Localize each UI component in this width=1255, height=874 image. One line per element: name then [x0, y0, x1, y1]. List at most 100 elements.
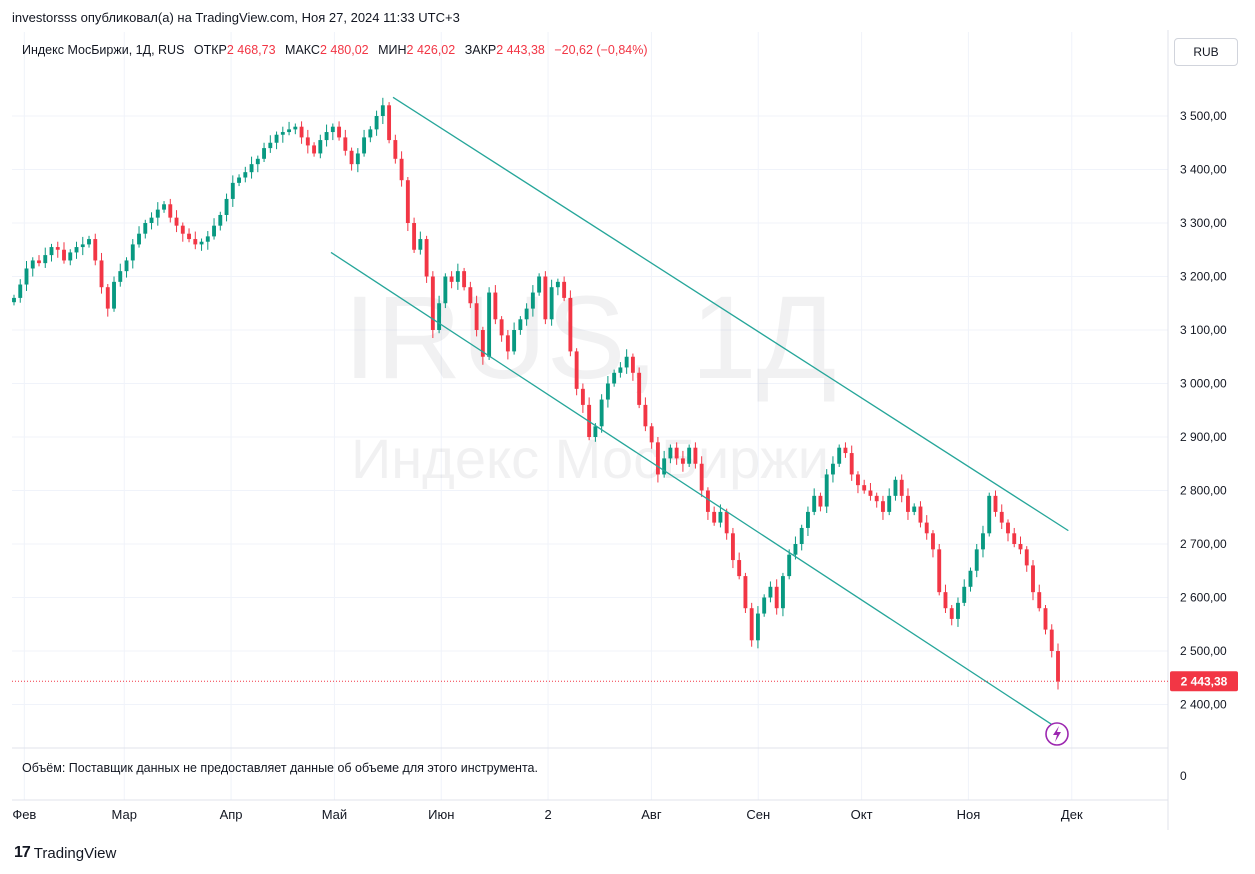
tradingview-logo-icon: 17	[14, 844, 31, 861]
candle-body	[824, 474, 829, 507]
last-price-label: 2 443,38	[1181, 674, 1228, 688]
candle-body	[149, 217, 154, 223]
candle-body	[74, 247, 79, 253]
candle-body	[249, 164, 254, 173]
legend-open: 2 468,73	[226, 43, 276, 57]
candle-body	[768, 586, 773, 598]
candle-body	[443, 276, 448, 304]
candle-body	[799, 527, 804, 544]
legend-high: 2 480,02	[319, 43, 369, 57]
candle-body	[543, 276, 548, 320]
candle-body	[906, 495, 910, 512]
candle-body	[537, 276, 542, 293]
candle-body	[487, 292, 492, 357]
candle-body	[699, 463, 704, 491]
candle-body	[1012, 533, 1017, 544]
candle-body	[374, 116, 379, 130]
candle-body	[205, 236, 210, 242]
candle-body	[462, 271, 467, 288]
candle-body	[262, 148, 266, 159]
candle-body	[168, 204, 173, 218]
candle-body	[981, 533, 985, 550]
candle-body	[430, 276, 435, 330]
candle-body	[287, 129, 292, 133]
grid-lines	[12, 32, 1168, 800]
candle-body	[349, 150, 354, 165]
legend-change: −20,62 (−0,84%)	[554, 43, 648, 57]
candle-body	[337, 126, 342, 138]
candle-body	[293, 126, 298, 130]
candle-body	[668, 447, 673, 459]
symbol-watermark: IRUS, 1Д Индекс МосБиржи	[343, 272, 836, 490]
candle-body	[18, 284, 23, 298]
currency-button[interactable]: RUB	[1174, 38, 1238, 66]
candle-body	[605, 383, 610, 400]
x-tick-label: 2	[544, 807, 551, 822]
candle-body	[187, 233, 191, 240]
candle-body	[762, 597, 767, 614]
candle-body	[549, 287, 554, 320]
legend-symbol[interactable]: Индекс МосБиржи, 1Д, RUS	[22, 43, 185, 57]
candle-body	[37, 260, 41, 264]
candle-body	[49, 247, 54, 256]
x-tick-label: Дек	[1061, 807, 1083, 822]
candle-body	[793, 544, 798, 555]
candle-body	[393, 140, 398, 159]
price-axis: 3 500,00 3 400,00 3 300,00 3 200,00 3 100,00…	[1180, 109, 1227, 712]
candle-body	[774, 586, 779, 609]
candle-body	[193, 239, 198, 245]
candle-body	[162, 204, 166, 210]
candle-body	[987, 495, 992, 534]
candle-body	[856, 474, 860, 486]
candle-body	[468, 287, 473, 304]
candle-body	[399, 158, 404, 181]
candle-body	[1024, 549, 1029, 566]
trendline	[330, 251, 1059, 730]
candle-body	[324, 132, 329, 141]
tradingview-logo[interactable]: 17 TradingView	[14, 844, 116, 862]
x-tick-label: Июн	[428, 807, 454, 822]
trendlines	[330, 96, 1069, 730]
candle-body	[299, 126, 304, 138]
candle-body	[618, 367, 623, 373]
candle-body	[593, 426, 598, 437]
candle-body	[1056, 651, 1060, 682]
candle-body	[1006, 522, 1010, 534]
candle-body	[43, 255, 48, 264]
candle-body	[630, 356, 635, 373]
candle-body	[418, 239, 423, 250]
time-axis: Фев Мар Апр Май Июн 2 Авг Сен Окт Ноя Дек	[12, 807, 1083, 822]
candle-body	[868, 490, 873, 496]
candle-body	[843, 447, 848, 454]
candle-body	[280, 132, 285, 135]
candle-body	[687, 447, 692, 464]
candle-body	[449, 276, 454, 282]
candle-body	[137, 233, 141, 245]
candle-body	[530, 292, 535, 309]
candle-body	[737, 560, 742, 577]
candle-body	[831, 463, 835, 475]
candle-body	[787, 554, 792, 577]
watermark-name: Индекс МосБиржи	[351, 427, 829, 490]
candle-body	[87, 239, 91, 245]
candle-body	[562, 281, 567, 298]
x-tick-label: Авг	[641, 807, 662, 822]
candle-body	[730, 533, 735, 561]
candle-body	[68, 252, 73, 261]
candle-body	[124, 260, 129, 272]
candle-body	[743, 576, 748, 609]
y-tick-label: 3 100,00	[1180, 323, 1227, 337]
tradingview-brand: TradingView	[33, 844, 117, 862]
candle-body	[580, 388, 585, 405]
symbol-legend: Индекс МосБиржи, 1Д, RUS ОТКР2 468,73 МА…	[22, 43, 648, 57]
candle-body	[724, 511, 729, 534]
candle-body	[55, 247, 60, 250]
candle-body	[749, 608, 754, 641]
legend-high-label: МАКС	[285, 43, 320, 57]
candle-body	[612, 372, 617, 384]
candle-body	[387, 105, 392, 141]
candle-body	[212, 225, 216, 237]
y-tick-label: 2 900,00	[1180, 430, 1227, 444]
candle-body	[949, 608, 954, 619]
candle-body	[174, 217, 179, 226]
